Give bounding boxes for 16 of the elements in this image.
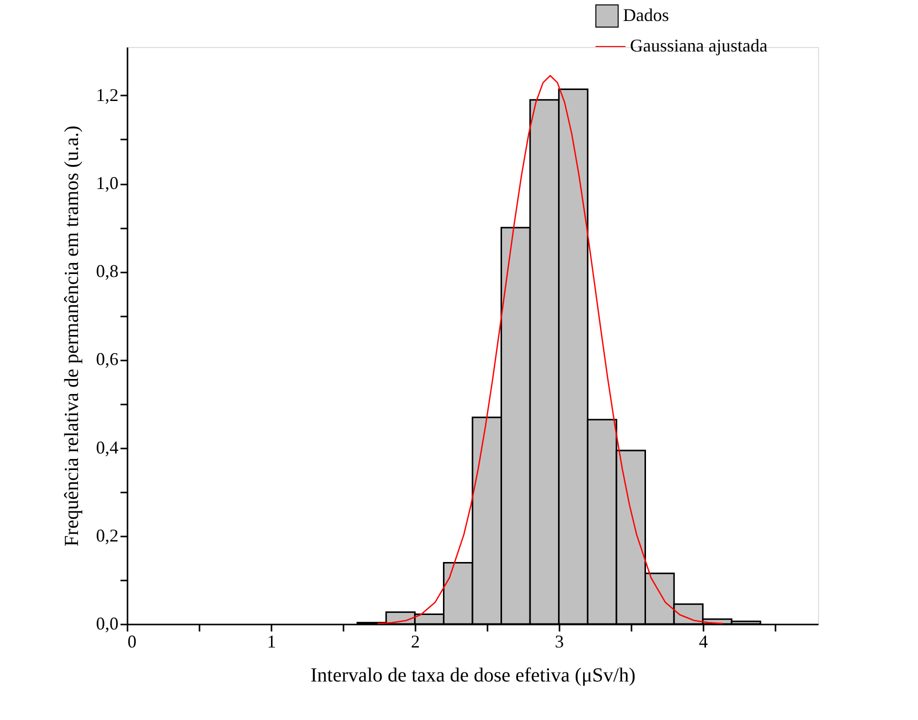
x-tick-label: 2 bbox=[410, 632, 420, 652]
y-tick-label: 0,4 bbox=[96, 437, 118, 458]
y-tick-label: 0,6 bbox=[96, 349, 118, 370]
x-tick-label: 3 bbox=[554, 632, 564, 652]
x-tick-label: 1 bbox=[266, 632, 276, 652]
legend-label: Gaussiana ajustada bbox=[630, 36, 768, 56]
y-tick-label: 0,8 bbox=[96, 261, 118, 282]
y-tick-label: 1,2 bbox=[96, 84, 118, 105]
y-tick-label: 0,0 bbox=[96, 614, 118, 634]
y-tick-label: 0,2 bbox=[96, 525, 118, 546]
x-axis-title: Intervalo de taxa de dose efetiva (μSv/h) bbox=[310, 664, 636, 686]
legend-label: Dados bbox=[623, 5, 669, 25]
x-tick-label: 4 bbox=[698, 632, 708, 652]
x-tick-label: 0 bbox=[128, 632, 136, 652]
y-axis-title: Frequência relativa de permanência em tramos (u.a.) bbox=[61, 126, 83, 546]
y-tick-label: 1,0 bbox=[96, 173, 118, 194]
